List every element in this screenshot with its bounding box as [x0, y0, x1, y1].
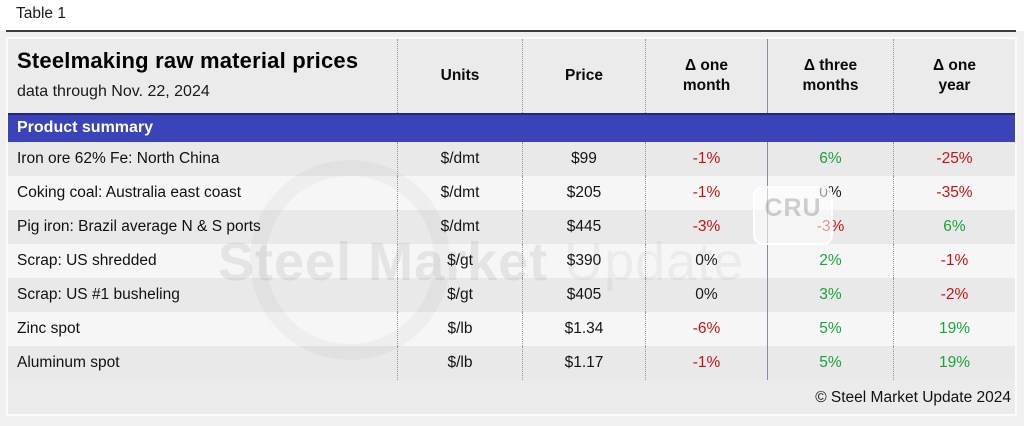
delta-three-months-value: -3% [767, 210, 893, 244]
delta-one-year-value: 19% [893, 346, 1015, 380]
delta-three-months-value: 0% [767, 176, 893, 210]
delta-one-year-value: 6% [893, 210, 1015, 244]
units-value: $/lb [397, 346, 522, 380]
copyright-notice: © Steel Market Update 2024 [815, 389, 1011, 406]
product-name: Pig iron: Brazil average N & S ports [17, 218, 261, 235]
delta-one-year-value: 19% [893, 312, 1015, 346]
page-top-strip: Table 1 [0, 0, 1024, 31]
delta-one-month-value: -6% [645, 312, 767, 346]
column-header-units: Units [397, 39, 522, 113]
delta-one-month-value: -3% [645, 210, 767, 244]
product-name: Zinc spot [17, 320, 80, 337]
units-value: $/gt [397, 278, 522, 312]
product-name: Scrap: US shredded [17, 252, 157, 269]
delta-three-months-value: 6% [767, 142, 893, 176]
table-number-label: Table 1 [16, 5, 66, 22]
delta-one-month-value: 0% [645, 244, 767, 278]
table-row: Scrap: US #1 busheling $/gt $405 0% 3% -… [8, 278, 1015, 312]
raw-material-prices-table: Steelmaking raw material prices data thr… [6, 37, 1017, 416]
delta-three-months-value: 5% [767, 312, 893, 346]
product-name: Iron ore 62% Fe: North China [17, 150, 220, 167]
delta-one-year-value: -35% [893, 176, 1015, 210]
delta-one-month-value: 0% [645, 278, 767, 312]
table-subtitle: data through Nov. 22, 2024 [17, 83, 210, 100]
price-value: $445 [522, 210, 645, 244]
table-title-cell: Steelmaking raw material prices data thr… [8, 39, 397, 113]
table-title: Steelmaking raw material prices [17, 48, 359, 73]
product-name: Coking coal: Australia east coast [17, 184, 242, 201]
delta-three-months-value: 3% [767, 278, 893, 312]
price-value: $99 [522, 142, 645, 176]
section-header-product-summary: Product summary [8, 113, 1015, 142]
delta-one-month-value: -1% [645, 176, 767, 210]
delta-one-month-value: -1% [645, 142, 767, 176]
column-header-delta-one-month: Δ one month [645, 39, 767, 113]
table-row: Pig iron: Brazil average N & S ports $/d… [8, 210, 1015, 244]
price-value: $1.17 [522, 346, 645, 380]
table-header-row: Steelmaking raw material prices data thr… [8, 39, 1015, 113]
units-value: $/lb [397, 312, 522, 346]
units-value: $/dmt [397, 210, 522, 244]
table-row: Iron ore 62% Fe: North China $/dmt $99 -… [8, 142, 1015, 176]
delta-three-months-value: 2% [767, 244, 893, 278]
units-value: $/dmt [397, 176, 522, 210]
table-row: Coking coal: Australia east coast $/dmt … [8, 176, 1015, 210]
price-value: $390 [522, 244, 645, 278]
product-name: Scrap: US #1 busheling [17, 286, 180, 303]
delta-one-month-value: -1% [645, 346, 767, 380]
units-value: $/gt [397, 244, 522, 278]
delta-one-year-value: -2% [893, 278, 1015, 312]
column-header-price: Price [522, 39, 645, 113]
units-value: $/dmt [397, 142, 522, 176]
price-value: $205 [522, 176, 645, 210]
delta-one-year-value: -25% [893, 142, 1015, 176]
delta-one-year-value: -1% [893, 244, 1015, 278]
table-row: Aluminum spot $/lb $1.17 -1% 5% 19% [8, 346, 1015, 380]
divider-line [6, 30, 1016, 32]
delta-three-months-value: 5% [767, 346, 893, 380]
price-value: $1.34 [522, 312, 645, 346]
table-row: Zinc spot $/lb $1.34 -6% 5% 19% [8, 312, 1015, 346]
product-name: Aluminum spot [17, 354, 120, 371]
column-header-delta-three-months: Δ three months [767, 39, 893, 113]
table-row: Scrap: US shredded $/gt $390 0% 2% -1% [8, 244, 1015, 278]
column-header-delta-one-year: Δ one year [893, 39, 1015, 113]
price-value: $405 [522, 278, 645, 312]
